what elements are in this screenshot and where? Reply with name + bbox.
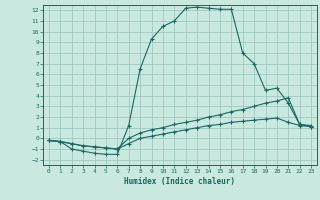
X-axis label: Humidex (Indice chaleur): Humidex (Indice chaleur) — [124, 177, 236, 186]
